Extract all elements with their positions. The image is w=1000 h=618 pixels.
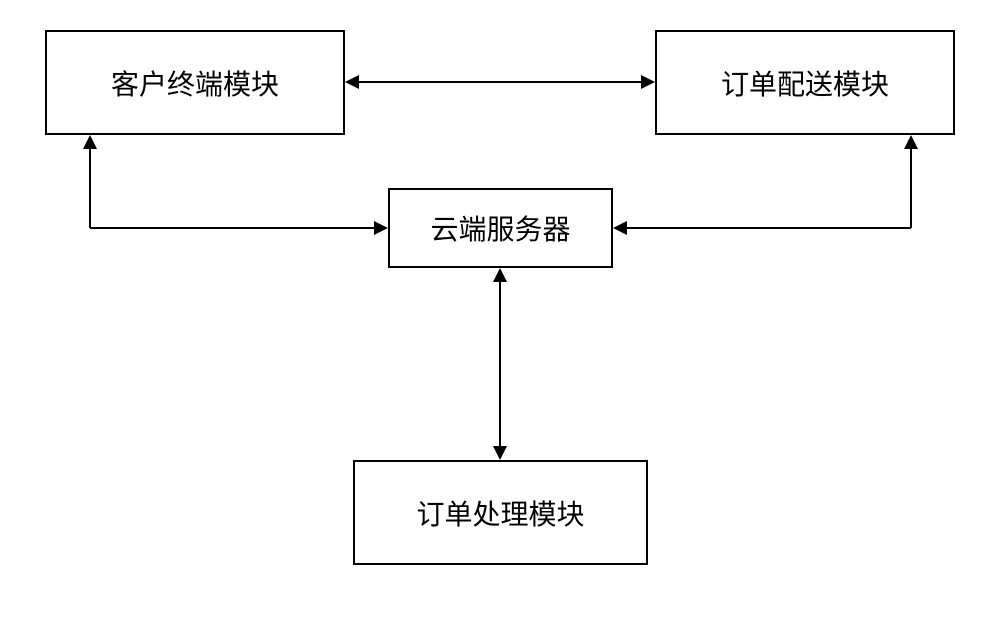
node-label: 云端服务器 — [430, 208, 570, 248]
edge-client-to-delivery — [345, 70, 655, 94]
edge-delivery-to-cloud — [611, 135, 923, 240]
node-label: 订单处理模块 — [416, 493, 584, 533]
node-order-processing: 订单处理模块 — [353, 460, 648, 565]
edge-client-to-cloud — [78, 135, 390, 240]
node-label: 订单配送模块 — [721, 63, 889, 103]
node-cloud-server: 云端服务器 — [388, 188, 613, 268]
node-client-terminal: 客户终端模块 — [45, 30, 345, 135]
edge-cloud-to-processing — [488, 268, 512, 460]
node-label: 客户终端模块 — [111, 63, 279, 103]
node-order-delivery: 订单配送模块 — [655, 30, 955, 135]
